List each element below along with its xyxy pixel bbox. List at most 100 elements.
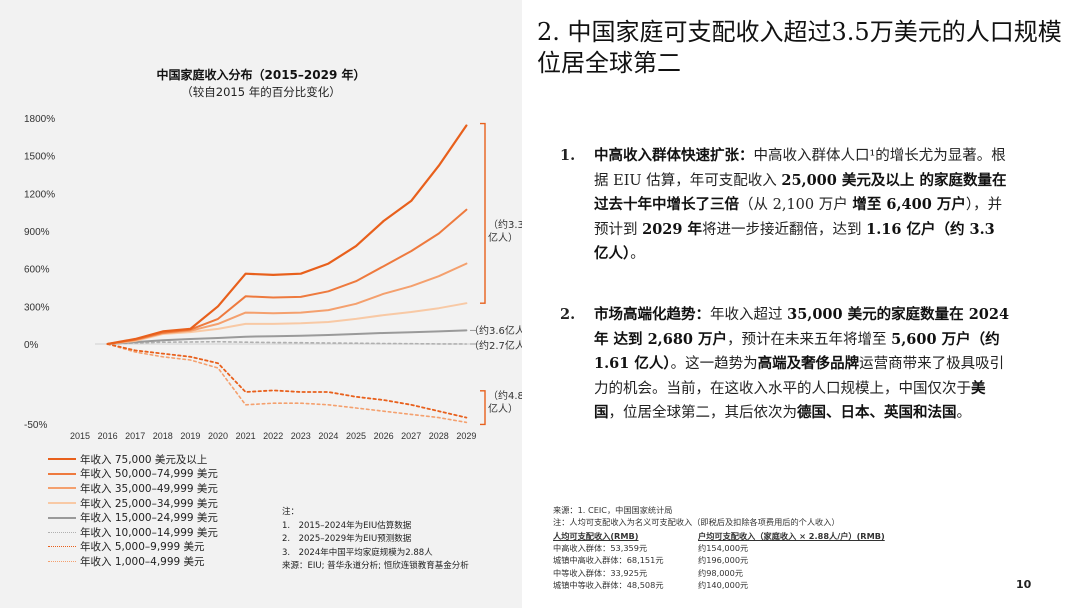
key-point-number: 1. <box>560 147 576 164</box>
annotation-label: （约3.6亿人） <box>469 324 522 337</box>
bracket-lower <box>480 390 486 426</box>
legend-swatch <box>48 560 76 562</box>
annotation-label: （约3.3 <box>488 218 522 231</box>
body-text: 中高收入群体人口¹的增长尤为显著。根据 EIU 估算，年可支配收入 <box>594 148 1006 189</box>
key-point-text: 市场高端化趋势：年收入超过 35,000 美元的家庭数量在 2024 年 达到 … <box>594 303 1010 426</box>
key-point-text: 中高收入群体快速扩张：中高收入群体人口¹的增长尤为显著。根据 EIU 估算，年可… <box>594 144 1010 267</box>
y-tick-label: 900% <box>24 227 50 238</box>
series-line-6 <box>106 343 468 419</box>
legend-label: 年收入 25,000–34,999 美元 <box>80 497 218 510</box>
bracket-upper <box>480 122 486 304</box>
table-header-col1: 人均可支配收入(RMB) <box>553 531 639 541</box>
table-row: 城镇中等收入群体：48,508元 约140,000元 <box>553 579 953 591</box>
note-item: 2. 2025–2029年为EIU预测数据 <box>282 534 412 544</box>
y-tick-label: 600% <box>24 265 50 276</box>
notes-source: 来源：EIU; 普华永道分析; 恒欣连锁教育基金分析 <box>282 561 469 571</box>
table-row: 中等收入群体：33,925元 约98,000元 <box>553 567 953 579</box>
body-text: ，预计在未来五年将增至 <box>727 331 892 348</box>
legend-label: 年收入 75,000 美元及以上 <box>80 453 208 466</box>
highlight-text: 德国、日本、英国和法国 <box>797 404 957 422</box>
key-points: 1. 中高收入群体快速扩张：中高收入群体人口¹的增长尤为显著。根据 EIU 估算，… <box>560 144 1010 426</box>
table-header-col2: 户均可支配收入（家庭收入 × 2.88人/户）(RMB) <box>698 531 885 541</box>
table-cell-label: 中等收入群体：33,925元 <box>553 567 648 578</box>
x-tick-label: 2023 <box>291 431 311 441</box>
legend-label: 年收入 10,000–14,999 美元 <box>80 526 218 539</box>
annotation-label: 亿人） <box>488 402 518 415</box>
y-tick-label: 1200% <box>24 189 55 200</box>
legend-entry: 年收入 15,000–24,999 美元 <box>48 510 278 525</box>
body-text: 。 <box>956 405 972 422</box>
series-line-0 <box>106 124 468 346</box>
legend-label: 年收入 1,000–4,999 美元 <box>80 555 205 568</box>
slide-title: 2. 中国家庭可支配收入超过3.5万美元的人口规模位居全球第二 <box>537 18 1062 77</box>
legend-swatch <box>48 502 76 505</box>
line-chart: 1800% 1500% 1200% 900% 600% 300% 0% -50% 2015 201… <box>24 114 522 441</box>
source-line: 来源：1. CEIC，中国国家统计局 <box>553 505 673 515</box>
table-cell-label: 城镇中高收入群体：68,151元 <box>553 555 664 566</box>
legend-entry: 年收入 75,000 美元及以上 <box>48 452 278 467</box>
legend-swatch <box>48 516 76 519</box>
body-text: （从 2,100 万户 <box>739 197 853 214</box>
body-text: 将进一步接近翻倍，达到 <box>702 221 867 238</box>
legend-swatch <box>48 531 76 533</box>
highlight-text: 25,000 美元及以上 的家庭数量在过去十年中增长了三倍 <box>594 171 1007 214</box>
highlight-text: 增至 6,400 万户 <box>852 196 966 214</box>
legend-entry: 年收入 35,000–49,999 美元 <box>48 481 278 496</box>
table-cell-value: 约98,000元 <box>698 567 744 578</box>
legend-entry: 年收入 1,000–4,999 美元 <box>48 554 278 569</box>
body-text: 年收入超过 <box>710 306 788 323</box>
legend-swatch <box>48 458 76 461</box>
x-tick-label: 2015 <box>70 431 90 441</box>
table-cell-value: 约140,000元 <box>698 579 749 590</box>
legend-entry: 年收入 10,000–14,999 美元 <box>48 525 278 540</box>
chart-subtitle: （较自2015 年的百分比变化） <box>181 85 341 99</box>
note-item: 3. 2024年中国平均家庭规模为2.88人 <box>282 547 433 558</box>
body-text: ，位居全球第二，其后依次为 <box>608 405 798 422</box>
legend-entry: 年收入 50,000–74,999 美元 <box>48 467 278 482</box>
highlight-text: 35,000 美元的家庭数量在 2024 年 达到 2,680 万户 <box>594 305 1010 348</box>
note-line: 注：人均可支配收入为名义可支配收入（即税后及扣除各项费用后的个人收入） <box>553 517 840 527</box>
income-table-header: 人均可支配收入(RMB) 户均可支配收入（家庭收入 × 2.88人/户）(RMB… <box>553 530 953 542</box>
series-line-3 <box>106 302 468 345</box>
highlight-text: 市场高端化趋势： <box>594 305 710 323</box>
legend-swatch <box>48 472 76 475</box>
x-tick-label: 2026 <box>374 431 394 441</box>
notes-heading: 注： <box>282 507 300 517</box>
highlight-text: 中高收入群体快速扩张： <box>594 147 754 164</box>
legend-swatch <box>48 546 76 548</box>
highlight-text: 美国 <box>594 379 986 422</box>
x-tick-label: 2025 <box>346 431 366 441</box>
series-line-7 <box>106 343 468 424</box>
x-tick-label: 2027 <box>401 431 421 441</box>
x-tick-label: 2024 <box>318 431 338 441</box>
body-text: 。 <box>630 246 645 263</box>
table-cell-value: 约196,000元 <box>698 555 749 566</box>
legend-label: 年收入 15,000–24,999 美元 <box>80 512 218 525</box>
key-point-number: 2. <box>560 305 576 323</box>
legend-label: 年收入 50,000–74,999 美元 <box>80 468 218 481</box>
y-tick-label: 0% <box>24 340 39 351</box>
x-tick-label: 2028 <box>429 431 449 441</box>
series-line-5 <box>106 340 468 345</box>
x-tick-label: 2016 <box>98 431 118 441</box>
x-tick-label: 2029 <box>456 431 476 441</box>
table-cell-value: 约154,000元 <box>698 543 749 554</box>
highlight-text: 1.16 亿户（约 3.3 亿人） <box>594 220 995 263</box>
x-tick-label: 2018 <box>153 431 173 441</box>
legend-label: 年收入 5,000–9,999 美元 <box>80 541 205 554</box>
income-table: 人均可支配收入(RMB) 户均可支配收入（家庭收入 × 2.88人/户）(RMB… <box>553 530 953 591</box>
chart-title: 中国家庭收入分布（2015–2029 年） <box>156 68 366 82</box>
chart-notes: 注： 1. 2015–2024年为EIU估算数据 2. 2025–2029年为E… <box>282 506 522 574</box>
body-text: 运营商带来了极具吸引力的机会。当前，在这收入水平的人口规模上，中国仅次于 <box>594 356 1005 397</box>
x-tick-label: 2021 <box>236 431 256 441</box>
legend-entry: 年收入 25,000–34,999 美元 <box>48 496 278 511</box>
y-tick-label: 300% <box>24 302 50 313</box>
chart-legend: 年收入 75,000 美元及以上 年收入 50,000–74,999 美元 年收入 … <box>48 452 278 569</box>
annotation-label: （约4.8 <box>488 389 522 402</box>
x-tick-label: 2017 <box>125 431 145 441</box>
page-number: 10 <box>1016 578 1032 591</box>
y-tick-label: -50% <box>24 420 47 431</box>
highlight-text: 5,600 万户（约 1.61 亿人） <box>594 330 1000 373</box>
annotation-label: （约2.7亿人） <box>469 339 522 352</box>
x-tick-label: 2022 <box>263 431 283 441</box>
